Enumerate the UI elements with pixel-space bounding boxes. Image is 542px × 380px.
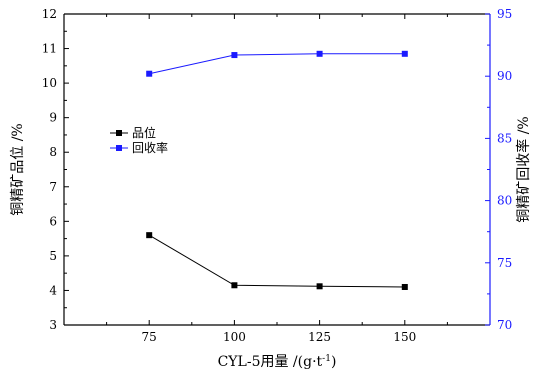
series-2-point: [146, 70, 153, 77]
y-right-tick-label: 70: [497, 318, 512, 332]
series-2-point: [401, 50, 408, 57]
y-right-tick-label: 95: [497, 7, 512, 21]
series-1-point: [231, 282, 238, 289]
legend-marker: [116, 130, 122, 136]
legend-marker: [116, 145, 122, 151]
legend-label: 品位: [132, 125, 156, 140]
y-right-tick-label: 80: [497, 194, 512, 208]
x-tick-label: 100: [223, 330, 246, 344]
y-left-tick-label: 10: [42, 76, 57, 90]
x-tick-label: 75: [142, 330, 157, 344]
y-left-tick-label: 9: [49, 111, 57, 125]
y-right-tick-label: 90: [497, 69, 512, 83]
y-left-tick-label: 4: [49, 283, 57, 297]
y-right-tick-label: 85: [497, 131, 512, 145]
y-left-tick-label: 7: [49, 180, 57, 194]
x-axis-label: CYL-5用量 /(g·t-1): [218, 354, 337, 370]
y-left-axis-label: 铜精矿品位 /%: [10, 123, 26, 215]
series-group: [146, 50, 408, 290]
series-2-point: [231, 52, 238, 59]
series-1-point: [316, 283, 323, 290]
series-2-point: [316, 50, 323, 57]
y-left-tick-label: 8: [49, 145, 57, 159]
y-right-axis-label: 铜精矿回收率 /%: [515, 116, 532, 222]
y-left-tick-label: 6: [49, 214, 57, 228]
legend-label: 回收率: [132, 140, 168, 155]
axis-labels-group: CYL-5用量 /(g·t-1) 铜精矿品位 /% 铜精矿回收率 /%: [10, 116, 532, 370]
series-line-1: [148, 234, 405, 288]
x-tick-label: 125: [308, 330, 331, 344]
y-left-tick-label: 12: [42, 7, 57, 21]
y-right-tick-label: 75: [497, 256, 512, 270]
ticks-group: 75 100 125 150 3 4 5 6 7 8 9 10 11 12 70 75 80 85 90 95: [42, 7, 513, 344]
y-left-tick-label: 3: [49, 318, 57, 332]
series-1-point: [146, 232, 153, 239]
y-left-tick-label: 11: [42, 42, 57, 56]
y-left-tick-label: 5: [49, 249, 57, 263]
series-line-2: [149, 53, 405, 75]
axes-group: [63, 13, 491, 326]
series-1-point: [401, 283, 408, 290]
x-tick-label: 150: [393, 330, 416, 344]
